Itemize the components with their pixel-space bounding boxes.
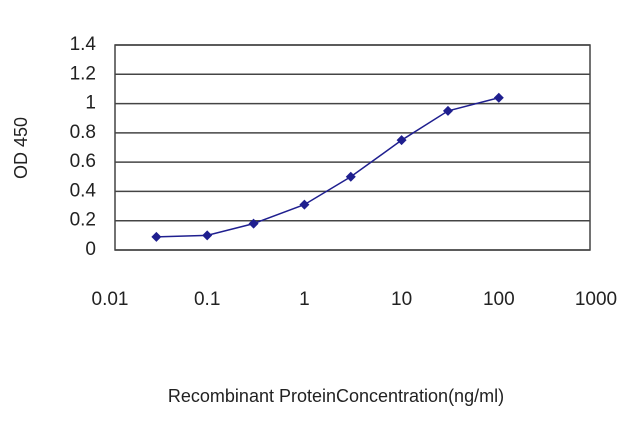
data-point: [493, 92, 504, 103]
data-point: [345, 171, 356, 182]
plot-frame: [114, 44, 591, 251]
data-point: [299, 199, 310, 210]
x-axis-label: Recombinant ProteinConcentration(ng/ml): [168, 386, 504, 406]
data-point: [248, 218, 259, 229]
y-tick-label: 0.2: [70, 210, 96, 231]
y-tick-label: 1: [85, 93, 96, 114]
data-line: [156, 96, 499, 238]
y-tick-label: 1.2: [70, 63, 96, 84]
y-tick-label: 0.4: [70, 180, 97, 201]
x-tick-label: 10: [391, 289, 412, 310]
data-point: [442, 105, 453, 116]
y-tick-label: 0: [85, 239, 96, 260]
y-tick-label: 0.6: [70, 151, 96, 172]
x-tick-label: 0.01: [92, 289, 129, 310]
data-point: [202, 230, 213, 241]
x-tick-label: 0.1: [194, 289, 220, 310]
y-axis-label: OD 450: [11, 117, 31, 179]
y-tick-label: 1.4: [70, 34, 97, 55]
y-tick-label: 0.8: [70, 122, 96, 143]
x-tick-label: 1: [299, 289, 310, 310]
data-point: [151, 231, 162, 242]
x-tick-label: 100: [483, 289, 515, 310]
x-tick-label: 1000: [575, 289, 617, 310]
data-point: [396, 135, 407, 146]
